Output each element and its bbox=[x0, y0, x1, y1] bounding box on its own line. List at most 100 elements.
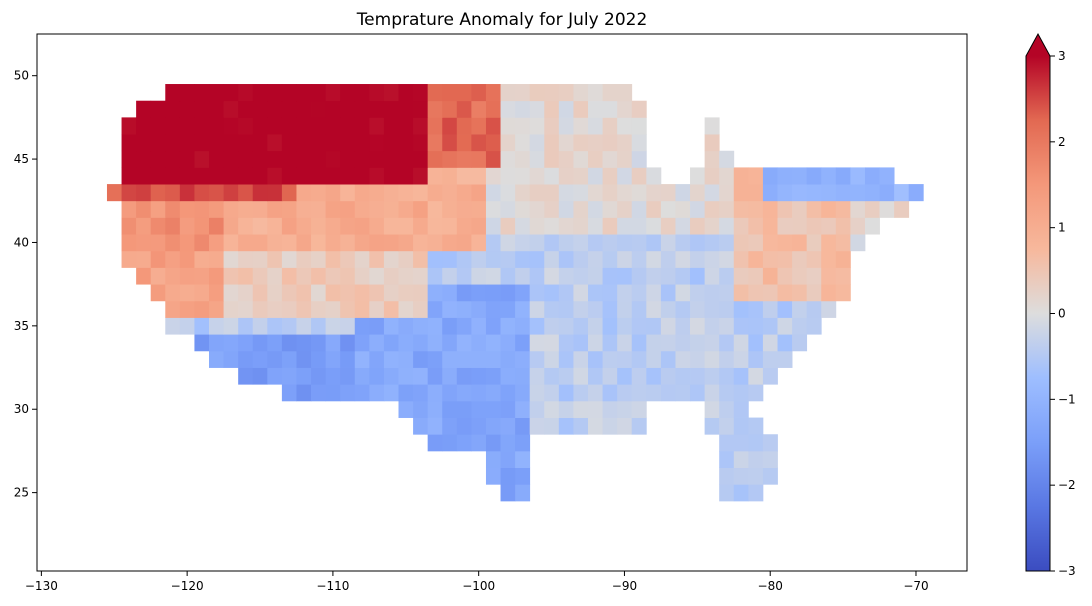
heatmap-cell bbox=[792, 184, 808, 202]
heatmap-cell bbox=[792, 284, 808, 302]
heatmap-cell bbox=[588, 217, 603, 235]
heatmap-cell bbox=[471, 184, 487, 202]
heatmap-cell bbox=[719, 317, 735, 335]
heatmap-cell bbox=[413, 100, 429, 118]
heatmap-cell bbox=[354, 300, 370, 318]
heatmap-cell bbox=[660, 317, 676, 335]
heatmap-cell bbox=[267, 300, 283, 318]
heatmap-cell bbox=[383, 200, 399, 218]
heatmap-cell bbox=[281, 234, 297, 252]
heatmap-cell bbox=[267, 117, 283, 135]
heatmap-cell bbox=[529, 200, 545, 218]
heatmap-cell bbox=[646, 367, 662, 385]
heatmap-cell bbox=[238, 150, 254, 168]
heatmap-cell bbox=[617, 200, 633, 218]
heatmap-cell bbox=[238, 350, 254, 368]
heatmap-cell bbox=[442, 184, 458, 202]
heatmap-cell bbox=[617, 350, 633, 368]
heatmap-cell bbox=[311, 100, 327, 118]
heatmap-cell bbox=[835, 267, 851, 285]
heatmap-cell bbox=[485, 334, 501, 352]
heatmap-cell bbox=[588, 84, 603, 102]
heatmap-cell bbox=[792, 217, 808, 235]
heatmap-cell bbox=[573, 250, 589, 268]
heatmap-cell bbox=[544, 267, 560, 285]
heatmap-cell bbox=[442, 300, 458, 318]
heatmap-cell bbox=[413, 84, 429, 102]
heatmap-cell bbox=[383, 300, 399, 318]
heatmap-cell bbox=[762, 167, 778, 185]
chart-title: Temprature Anomaly for July 2022 bbox=[356, 10, 648, 30]
heatmap-cell bbox=[660, 234, 676, 252]
heatmap-cell bbox=[281, 334, 297, 352]
heatmap-cell bbox=[558, 100, 574, 118]
heatmap-cell bbox=[238, 184, 254, 202]
plot-frame bbox=[36, 33, 968, 572]
heatmap-cell bbox=[500, 117, 516, 135]
heatmap-cell bbox=[500, 84, 516, 102]
heatmap-cell bbox=[500, 234, 516, 252]
heatmap-cell bbox=[485, 317, 501, 335]
colorbar-tick-label: −1 bbox=[1058, 392, 1076, 406]
heatmap-cell bbox=[500, 384, 516, 402]
heatmap-cell bbox=[267, 167, 283, 185]
heatmap-cell bbox=[675, 217, 691, 235]
heatmap-cell bbox=[675, 284, 691, 302]
heatmap-cell bbox=[427, 334, 443, 352]
heatmap-cell bbox=[690, 234, 706, 252]
heatmap-cell bbox=[617, 267, 633, 285]
heatmap-cell bbox=[529, 167, 545, 185]
heatmap-cell bbox=[311, 150, 327, 168]
y-axis: 25 30 35 40 45 50 bbox=[14, 69, 37, 500]
heatmap-cell bbox=[383, 350, 399, 368]
heatmap-cell bbox=[806, 184, 822, 202]
heatmap-cell bbox=[179, 150, 195, 168]
heatmap-cell bbox=[515, 217, 531, 235]
heatmap-cell bbox=[209, 284, 224, 302]
heatmap-cell bbox=[544, 384, 560, 402]
heatmap-cell bbox=[223, 184, 239, 202]
heatmap-cell bbox=[617, 150, 633, 168]
heatmap-cell bbox=[369, 367, 385, 385]
heatmap-cell bbox=[879, 200, 895, 218]
heatmap-cell bbox=[675, 317, 691, 335]
heatmap-cell bbox=[660, 284, 676, 302]
heatmap-cell bbox=[442, 117, 458, 135]
heatmap-cell bbox=[369, 350, 385, 368]
heatmap-cell bbox=[704, 250, 720, 268]
heatmap-cell bbox=[369, 134, 385, 152]
heatmap-cell bbox=[777, 267, 793, 285]
heatmap-cell bbox=[675, 300, 691, 318]
heatmap-cell bbox=[617, 384, 633, 402]
heatmap-cell bbox=[121, 150, 137, 168]
heatmap-cell bbox=[762, 350, 778, 368]
heatmap-cell bbox=[777, 217, 793, 235]
heatmap-cell bbox=[573, 100, 589, 118]
heatmap-cell bbox=[704, 317, 720, 335]
heatmap-cell bbox=[748, 417, 764, 435]
heatmap-cell bbox=[485, 417, 501, 435]
heatmap-cell bbox=[733, 167, 749, 185]
heatmap-cell bbox=[179, 134, 195, 152]
heatmap-cell bbox=[719, 284, 735, 302]
heatmap-cell bbox=[121, 234, 137, 252]
heatmap-cell bbox=[398, 84, 414, 102]
heatmap-cell bbox=[792, 167, 808, 185]
heatmap-cell bbox=[500, 400, 516, 418]
heatmap-cell bbox=[383, 267, 399, 285]
heatmap-cell bbox=[442, 200, 458, 218]
heatmap-cell bbox=[733, 417, 749, 435]
heatmap-cell bbox=[617, 317, 633, 335]
heatmap-cell bbox=[179, 317, 195, 335]
heatmap-cell bbox=[660, 250, 676, 268]
heatmap-cell bbox=[573, 350, 589, 368]
heatmap-cell bbox=[456, 184, 472, 202]
heatmap-cell bbox=[369, 284, 385, 302]
colorbar-tick-label: −2 bbox=[1058, 478, 1076, 492]
heatmap-cell bbox=[544, 300, 560, 318]
heatmap-cell bbox=[354, 100, 370, 118]
heatmap-cell bbox=[748, 217, 764, 235]
heatmap-cell bbox=[238, 84, 254, 102]
heatmap-cell bbox=[675, 350, 691, 368]
heatmap-cell bbox=[617, 367, 633, 385]
